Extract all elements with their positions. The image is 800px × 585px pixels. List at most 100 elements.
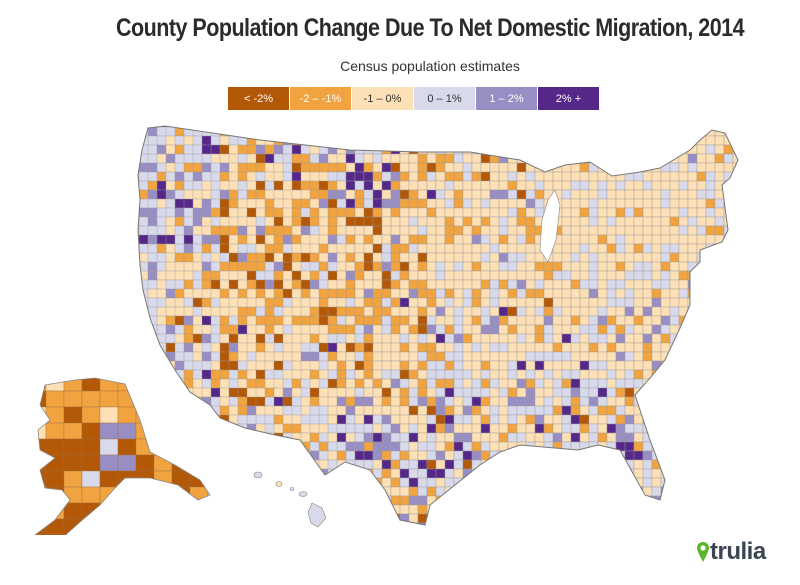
county-cell	[588, 369, 599, 380]
county-cell	[615, 423, 626, 434]
county-cell	[669, 297, 680, 308]
county-cell	[588, 270, 599, 281]
county-cell	[588, 351, 599, 362]
county-cell	[390, 423, 401, 434]
county-cell	[543, 279, 554, 290]
county-cell	[345, 441, 356, 452]
county-cell	[498, 315, 509, 326]
county-cell	[219, 486, 234, 500]
county-cell	[480, 513, 491, 524]
county-cell	[336, 522, 347, 525]
county-cell	[291, 495, 306, 509]
county-cell	[561, 261, 572, 272]
county-cell	[516, 522, 527, 525]
county-cell	[399, 171, 410, 182]
county-cell	[435, 252, 446, 263]
legend-label: 2% +	[555, 92, 582, 105]
county-cell	[444, 126, 455, 128]
county-cell	[498, 459, 509, 470]
county-cell	[633, 432, 644, 443]
county-cell	[444, 432, 455, 443]
county-cell	[291, 126, 306, 131]
county-cell	[669, 459, 680, 470]
county-cell	[561, 198, 572, 209]
county-cell	[588, 171, 599, 182]
county-cell	[552, 288, 563, 299]
county-cell	[372, 243, 383, 254]
county-cell	[624, 387, 635, 398]
county-cell	[588, 504, 599, 515]
county-cell	[417, 351, 428, 362]
county-cell	[534, 513, 545, 524]
county-cell	[615, 369, 626, 380]
legend-item-minus1-0: -1 – 0%	[352, 87, 414, 110]
county-cell	[543, 522, 554, 525]
county-cell	[588, 477, 599, 488]
county-cell	[471, 369, 482, 380]
county-cell	[147, 360, 162, 374]
county-cell	[453, 414, 464, 425]
county-cell	[372, 126, 383, 137]
county-cell	[651, 207, 662, 218]
county-cell	[453, 504, 464, 515]
county-cell	[678, 441, 689, 452]
county-cell	[642, 252, 653, 263]
county-cell	[255, 477, 270, 491]
county-cell	[417, 288, 428, 299]
county-cell	[615, 468, 626, 479]
county-cell	[579, 342, 590, 353]
county-cell	[246, 126, 261, 131]
county-cell	[696, 432, 707, 443]
county-cell	[642, 342, 653, 353]
county-cell	[561, 171, 572, 182]
county-cell	[246, 504, 261, 518]
county-cell	[597, 153, 608, 164]
county-cell	[588, 288, 599, 299]
county-cell	[480, 288, 491, 299]
county-cell	[471, 243, 482, 254]
borough-cell	[81, 518, 101, 535]
county-cell	[480, 486, 491, 497]
county-cell	[462, 342, 473, 353]
county-cell	[345, 405, 356, 416]
county-cell	[138, 477, 144, 491]
county-cell	[615, 270, 626, 281]
county-cell	[669, 243, 680, 254]
county-cell	[570, 216, 581, 227]
county-cell	[480, 126, 491, 137]
county-cell	[426, 126, 437, 137]
borough-cell	[63, 390, 83, 408]
county-cell	[498, 468, 509, 479]
county-cell	[534, 270, 545, 281]
county-cell	[507, 324, 518, 335]
county-cell	[138, 360, 144, 374]
county-cell	[561, 315, 572, 326]
county-cell	[462, 369, 473, 380]
county-cell	[633, 324, 644, 335]
county-cell	[615, 495, 626, 506]
county-cell	[669, 369, 680, 380]
county-cell	[345, 207, 356, 218]
borough-cell	[99, 422, 119, 440]
county-cell	[525, 207, 536, 218]
county-cell	[399, 234, 410, 245]
borough-cell	[135, 454, 155, 472]
county-cell	[147, 432, 162, 446]
county-cell	[696, 360, 707, 371]
county-cell	[453, 387, 464, 398]
county-cell	[742, 172, 751, 181]
county-cell	[552, 459, 563, 470]
county-cell	[138, 378, 144, 392]
county-cell	[444, 234, 455, 245]
county-cell	[615, 153, 626, 164]
county-cell	[561, 486, 572, 497]
county-cell	[642, 360, 653, 371]
county-cell	[534, 351, 545, 362]
county-cell	[498, 342, 509, 353]
county-cell	[660, 342, 671, 353]
county-cell	[480, 369, 491, 380]
county-cell	[651, 396, 662, 407]
borough-cell	[63, 502, 83, 520]
county-cell	[516, 414, 527, 425]
county-cell	[651, 477, 662, 488]
